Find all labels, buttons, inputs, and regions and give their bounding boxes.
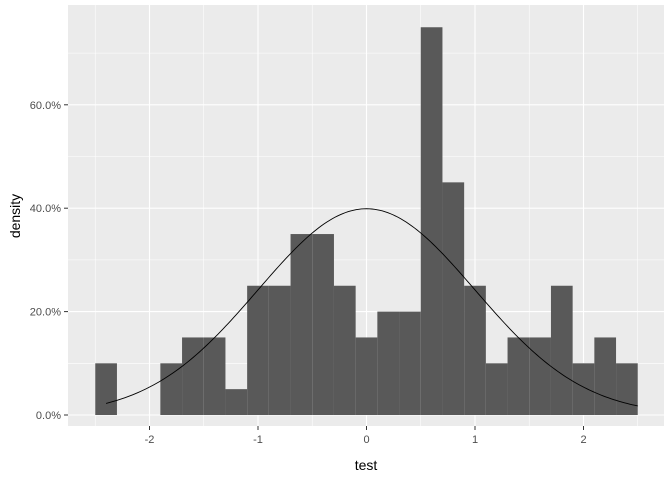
histogram-bar [203, 337, 226, 415]
histogram-bar [268, 285, 291, 415]
histogram-bar [160, 363, 183, 415]
histogram-bar [182, 337, 204, 415]
histogram-bar [225, 389, 248, 415]
y-axis-title: density [7, 194, 23, 238]
x-tick-label: -1 [253, 434, 263, 446]
x-tick-label: 1 [472, 434, 478, 446]
histogram-bar [95, 363, 117, 415]
x-tick-label: 0 [363, 434, 369, 446]
x-axis-title: test [355, 457, 378, 473]
x-tick-label: -2 [145, 434, 155, 446]
y-axis-ticks: 0.0% 20.0% 40.0% 60.0% [30, 100, 68, 422]
x-tick-label: 2 [580, 434, 586, 446]
histogram-bar [247, 285, 269, 415]
y-tick-label: 60.0% [30, 100, 61, 112]
histogram-bar [507, 337, 530, 415]
y-tick-label: 0.0% [36, 410, 61, 422]
histogram-bar [442, 182, 465, 415]
histogram-bar [464, 285, 486, 415]
y-tick-label: 20.0% [30, 307, 61, 319]
density-curve [105, 208, 638, 407]
histogram-bar [529, 337, 551, 415]
histogram-bar [290, 234, 313, 415]
histogram-bar [377, 311, 400, 415]
histogram-bar [616, 363, 638, 415]
x-axis-ticks: -2 -1 0 1 2 [145, 426, 587, 446]
histogram-bar [572, 363, 595, 415]
histogram-bar [312, 234, 334, 415]
histogram-bar [594, 337, 617, 415]
histogram-bar [399, 311, 421, 415]
histogram-bar [420, 27, 443, 415]
y-tick-label: 40.0% [30, 203, 61, 215]
histogram-bar [333, 285, 356, 415]
histogram-bar [355, 337, 378, 415]
histogram-bar [485, 363, 508, 415]
histogram-bar [550, 285, 573, 415]
histogram-bars [95, 27, 638, 415]
